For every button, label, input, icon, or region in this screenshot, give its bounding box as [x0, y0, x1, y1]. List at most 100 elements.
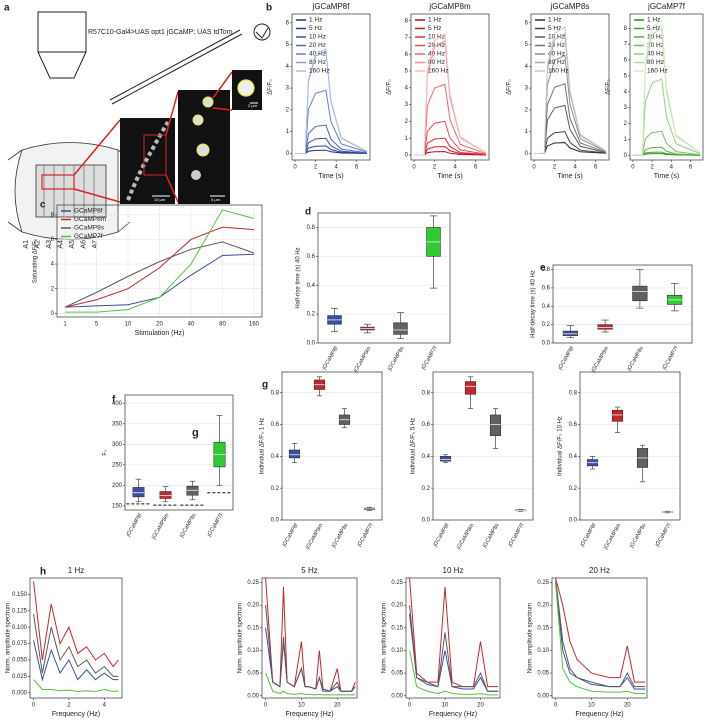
x-tick-label: 10: [588, 703, 595, 709]
y-tick-label: 0: [525, 151, 529, 157]
axes-frame: [29, 577, 123, 699]
legend-label: GCaMP8m: [74, 216, 106, 223]
legend-label: 1 Hz: [309, 17, 322, 24]
x-tick-label: 6: [355, 165, 359, 171]
x-tick-label: 20: [624, 703, 631, 709]
y-tick-label: 0.4: [307, 283, 316, 289]
x-tick-label: jGCaMP8m: [456, 522, 476, 551]
legend-label: 40 Hz: [647, 51, 664, 58]
y-tick-label: 0.6: [271, 422, 280, 428]
y-tick-label: 0.10: [247, 648, 259, 654]
y-tick-label: 0.8: [569, 390, 578, 396]
series-line: [555, 582, 646, 694]
segment-label: A1: [23, 240, 30, 249]
axes-frame: [552, 264, 693, 344]
y-axis-label: Norm. amplitude spectrum: [6, 603, 12, 673]
series-line: [33, 640, 119, 682]
panel-label: a: [4, 3, 10, 14]
y-tick-label: 0.4: [422, 454, 431, 460]
series-line: [65, 209, 255, 313]
x-tick-label: 0: [264, 703, 268, 709]
legend-label: 5 Hz: [647, 25, 660, 32]
series-line: [265, 672, 356, 696]
annotation: g: [192, 427, 199, 439]
x-tick-label: jGCaMP8s: [481, 523, 500, 550]
x-tick-label: jGCaMP8f: [557, 345, 576, 371]
y-tick-label: 2: [51, 286, 55, 292]
series-line: [414, 33, 487, 156]
x-axis-label: Stimulation (Hz): [135, 330, 185, 337]
y-tick-label: 0.2: [569, 486, 578, 492]
x-tick-label: 10: [125, 322, 132, 328]
series-line: [33, 679, 119, 692]
x-tick-label: 4: [670, 165, 674, 171]
microscope: [37, 11, 271, 105]
legend-label: 10 Hz: [548, 34, 565, 41]
axes-frame: [530, 13, 610, 161]
panel-label: d: [305, 207, 311, 218]
y-tick-label: 1: [525, 129, 529, 135]
y-axis-label: Norm. amplitude spectrum: [382, 603, 388, 673]
y-tick-label: 0.6: [542, 286, 551, 292]
legend-label: 20 Hz: [647, 42, 664, 49]
x-tick-label: 0: [532, 165, 536, 171]
y-tick-label: 4: [405, 85, 409, 91]
y-tick-label: 0.20: [247, 603, 259, 609]
x-tick-label: 20: [156, 322, 163, 328]
y-tick-label: 0.00: [247, 693, 259, 699]
x-tick-label: jGCaMP8m: [603, 522, 623, 551]
y-tick-label: 6: [405, 52, 409, 58]
legend-label: 10 Hz: [309, 34, 326, 41]
panel-label: c: [40, 200, 46, 211]
y-tick-label: 6: [51, 237, 55, 243]
legend-label: 80 Hz: [428, 59, 445, 66]
segment-label: A7: [92, 240, 99, 249]
x-tick-label: 1: [63, 322, 67, 328]
y-tick-label: 0.15: [391, 625, 403, 631]
y-axis-label: Individual ΔF/F₀ 5 Hz: [411, 418, 417, 475]
micrographs: [73, 70, 262, 204]
x-tick-label: jGCaMP8s: [626, 346, 645, 373]
box: [159, 491, 172, 499]
y-tick-label: 0.075: [12, 641, 28, 647]
y-axis-label: ΔF/F₀: [507, 79, 513, 95]
y-tick-label: 3: [286, 86, 290, 92]
y-tick-label: 0.15: [537, 625, 549, 631]
series-line: [555, 578, 646, 683]
y-tick-label: 0.20: [537, 603, 549, 609]
y-tick-label: 2: [286, 107, 290, 113]
y-tick-label: 0.05: [247, 671, 259, 677]
y-tick-label: 0.4: [542, 304, 551, 310]
larva: [7, 142, 131, 240]
legend-label: 20 Hz: [309, 42, 326, 49]
x-tick-label: 5: [95, 322, 99, 328]
y-axis-label: ΔF/F₀: [268, 79, 274, 95]
axes-frame: [432, 371, 534, 521]
y-tick-label: 6: [525, 20, 529, 26]
y-tick-label: 250: [112, 462, 123, 468]
x-axis-label: Time (s): [437, 173, 462, 180]
series-line: [555, 578, 646, 688]
y-axis-label: Norm. amplitude spectrum: [528, 603, 534, 673]
legend-label: 1 Hz: [647, 17, 660, 24]
y-tick-label: 0.25: [247, 580, 259, 586]
y-tick-label: 0.150: [12, 592, 28, 598]
y-tick-label: 5: [525, 42, 529, 48]
box: [489, 414, 502, 436]
x-tick-label: 0: [408, 703, 412, 709]
axes-frame: [291, 13, 371, 161]
y-axis-label: Half-rise time (s) 40 Hz: [296, 247, 302, 308]
x-tick-label: 2: [433, 165, 437, 171]
x-axis-label: Time (s): [318, 173, 343, 180]
y-axis-label: F₀: [103, 449, 109, 456]
x-tick-label: jGCaMP8f: [321, 345, 340, 371]
x-tick-label: jGCaMP8f: [281, 522, 300, 548]
y-tick-label: 150: [112, 503, 123, 509]
x-tick-label: 2: [314, 165, 318, 171]
x-tick-label: jGCaMP7f: [356, 522, 375, 548]
y-tick-label: 0.8: [307, 225, 316, 231]
legend-label: 160 Hz: [428, 68, 449, 75]
y-tick-label: 0.2: [542, 322, 551, 328]
series-line: [295, 48, 368, 154]
x-tick-label: jGCaMP7f: [420, 345, 439, 371]
